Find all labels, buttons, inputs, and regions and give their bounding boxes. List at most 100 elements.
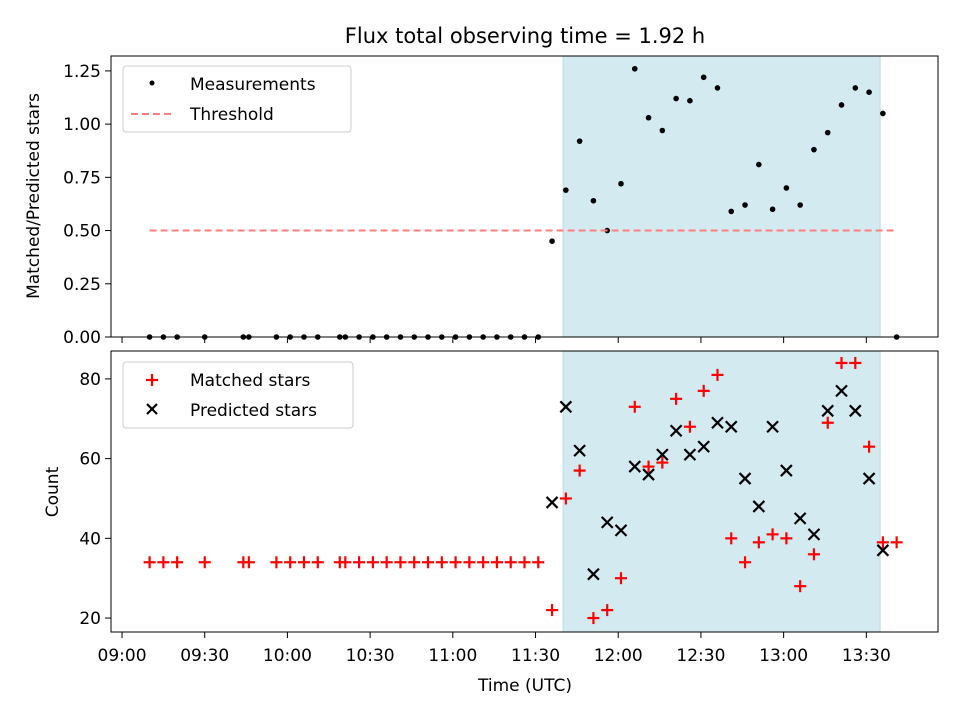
matched-star-point [794, 580, 807, 593]
bottom-series-layer [143, 356, 903, 625]
matched-star-point [353, 556, 366, 569]
measurement-point [631, 65, 638, 72]
x-tick-label: 12:00 [594, 646, 643, 666]
measurement-point [549, 238, 555, 245]
measurement-point [590, 197, 597, 204]
matched-star-point [422, 556, 435, 569]
matched-star-point [339, 556, 352, 569]
x-stroke-b [766, 420, 779, 434]
predicted-star-point [876, 544, 890, 557]
predicted-star-point [849, 404, 862, 418]
measurement-point [673, 95, 679, 102]
matched-star-point [198, 556, 211, 569]
x-stroke-b [600, 516, 614, 529]
x-stroke-b [793, 512, 807, 525]
x-stroke-b [545, 496, 559, 509]
matched-star-point [366, 556, 379, 569]
measurement-point [797, 202, 803, 208]
measurement-point [866, 89, 872, 95]
matched-star-point [849, 356, 862, 369]
x-stroke-b [697, 440, 710, 453]
x-tick-label: 12:30 [676, 646, 725, 666]
matched-star-point [449, 556, 462, 569]
matched-star-point [656, 456, 669, 469]
x-stroke-b [559, 400, 573, 414]
matched-star-point [573, 464, 586, 477]
y-tick-label: 1.00 [63, 115, 101, 135]
predicted-star-point [738, 472, 752, 485]
x-stroke-b [683, 448, 697, 461]
legend-matched-marker [146, 374, 158, 386]
x-tick-label: 09:00 [98, 646, 147, 666]
predicted-star-point [793, 512, 807, 525]
top-y-axis: 0.00 0.25 0.50 0.75 1.00 1.25 [63, 62, 111, 348]
x-axis-label: Time (UTC) [477, 676, 572, 696]
x-stroke-b [628, 460, 642, 473]
matched-star-point [614, 572, 627, 585]
x-stroke-b [738, 472, 752, 485]
matched-star-point [242, 556, 255, 569]
matched-star-point [601, 604, 614, 617]
predicted-star-point [628, 460, 642, 473]
y-tick-label: 0.50 [63, 222, 101, 242]
top-legend-box [122, 65, 352, 133]
matched-star-point [171, 556, 184, 569]
bottom-x-axis: 09:00 09:30 10:00 10:30 11:00 11:30 12:00 12:30… [98, 632, 891, 666]
top-panel-plot-area [146, 55, 900, 340]
measurement-point [700, 74, 707, 81]
legend-matched-label: Matched stars [190, 371, 310, 391]
legend-measurements-marker [149, 80, 155, 86]
x-stroke-b [669, 424, 683, 437]
matched-star-point [739, 556, 752, 569]
matched-star-point [683, 420, 696, 433]
matched-star-point [766, 528, 779, 541]
matched-star-point [284, 556, 297, 569]
y-tick-label: 80 [79, 370, 101, 390]
x-stroke-b [807, 528, 821, 541]
matched-star-point [587, 612, 600, 625]
top-y-axis-label: Matched/Predicted stars [24, 93, 44, 299]
matched-star-point [821, 416, 834, 429]
x-stroke-b [835, 384, 848, 398]
matched-star-point [408, 556, 421, 569]
matched-star-point [477, 556, 490, 569]
measurement-point [838, 102, 845, 108]
matched-star-point [157, 556, 170, 569]
bottom-shaded-region [562, 350, 881, 633]
legend-measurements-label: Measurements [190, 75, 316, 95]
x-stroke-b [573, 444, 586, 457]
predicted-star-point [587, 567, 600, 581]
matched-star-point [504, 556, 517, 569]
top-legend: Measurements Threshold [122, 65, 352, 133]
predicted-star-point [642, 468, 655, 481]
matched-star-point [725, 532, 738, 545]
bottom-legend: Matched stars Predicted stars [122, 361, 354, 429]
matched-star-point [297, 556, 310, 569]
bottom-panel-plot-area [143, 350, 903, 633]
matched-star-point [628, 400, 641, 413]
x-stroke-b [711, 416, 724, 430]
x-stroke-b [642, 468, 655, 481]
measurement-point [880, 110, 886, 117]
measurement-point [756, 161, 762, 168]
matched-star-point [463, 556, 476, 569]
matched-star-point [518, 556, 531, 569]
measurement-point [563, 187, 569, 193]
measurement-point [714, 85, 721, 91]
measurement-point [576, 138, 583, 144]
predicted-star-point [656, 448, 669, 461]
x-stroke-b [862, 472, 876, 485]
matched-star-point [143, 556, 156, 569]
predicted-star-point [711, 416, 724, 430]
matched-star-point [532, 556, 545, 569]
measurement-point [824, 129, 831, 136]
matched-star-point [835, 356, 848, 369]
y-tick-label: 1.25 [63, 62, 101, 82]
x-stroke-b [656, 448, 669, 461]
predicted-star-point [807, 528, 821, 541]
top-panel-frame [110, 55, 939, 338]
matched-star-point [780, 532, 793, 545]
measurement-point [659, 127, 666, 134]
x-tick-label: 13:30 [842, 646, 891, 666]
